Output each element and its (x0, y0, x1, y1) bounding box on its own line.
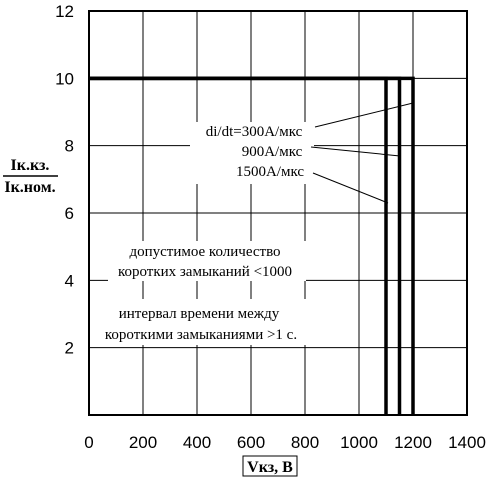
series-callouts: di/dt=300А/мкс 900А/мкс 1500А/мкс (190, 102, 414, 204)
plot-frame (88, 10, 468, 416)
y-tick-label: 2 (65, 339, 74, 358)
series-label-1500: 1500А/мкс (236, 164, 304, 180)
y-tick-label: 10 (55, 69, 74, 88)
x-tick-label: 0 (84, 433, 93, 452)
grid (88, 10, 468, 415)
series-lines (89, 76, 415, 415)
leader-line-300 (314, 102, 414, 128)
callout-background (190, 122, 314, 184)
note-line-1: допустимое количество (129, 244, 280, 260)
leader-line-1500 (312, 172, 389, 204)
y-axis-label-denominator: Iк.ном. (4, 179, 55, 196)
x-tick-label: 1200 (394, 433, 432, 452)
x-axis-label: Vкз, В (242, 455, 298, 477)
x-tick-label: 1000 (340, 433, 378, 452)
note-short-circuit-interval: интервал времени между короткими замыкан… (90, 299, 312, 345)
x-tick-label: 400 (183, 433, 211, 452)
x-tick-label: 800 (291, 433, 319, 452)
x-tick-labels: 0 200 400 600 800 1000 1200 1400 (84, 433, 486, 452)
x-tick-label: 1400 (448, 433, 486, 452)
y-tick-labels: 2 4 6 8 10 12 (55, 2, 74, 358)
y-axis-label-numerator: Iк.кз. (11, 157, 50, 174)
x-axis-label-box (242, 455, 298, 477)
y-axis-label: Iк.кз. Iк.ном. (3, 157, 58, 196)
note-line-4: короткими замыканиями >1 с. (105, 327, 297, 343)
x-tick-label: 600 (237, 433, 265, 452)
note-background (90, 299, 312, 345)
y-tick-label: 6 (65, 204, 74, 223)
note-line-2: коротких замыканий <1000 (118, 264, 292, 280)
y-tick-label: 8 (65, 137, 74, 156)
series-line-2 (89, 76, 388, 415)
x-tick-label: 200 (129, 433, 157, 452)
x-axis-label-text: Vкз, В (247, 459, 293, 476)
leader-line-900 (310, 146, 401, 157)
note-short-circuit-count: допустимое количество коротких замыканий… (108, 241, 306, 281)
note-background (108, 241, 306, 281)
y-tick-label: 4 (65, 271, 74, 290)
y-tick-label: 12 (55, 2, 74, 21)
series-label-300: di/dt=300А/мкс (206, 124, 303, 140)
series-label-900: 900А/мкс (242, 144, 303, 160)
note-line-3: интервал времени между (119, 306, 280, 322)
